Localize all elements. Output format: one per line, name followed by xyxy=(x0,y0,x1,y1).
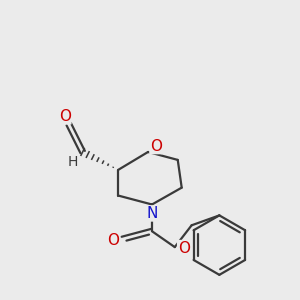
Text: O: O xyxy=(59,109,71,124)
Text: H: H xyxy=(68,155,78,169)
Text: N: N xyxy=(146,206,158,221)
Text: O: O xyxy=(150,139,162,154)
Text: O: O xyxy=(178,241,190,256)
Text: O: O xyxy=(107,233,119,248)
